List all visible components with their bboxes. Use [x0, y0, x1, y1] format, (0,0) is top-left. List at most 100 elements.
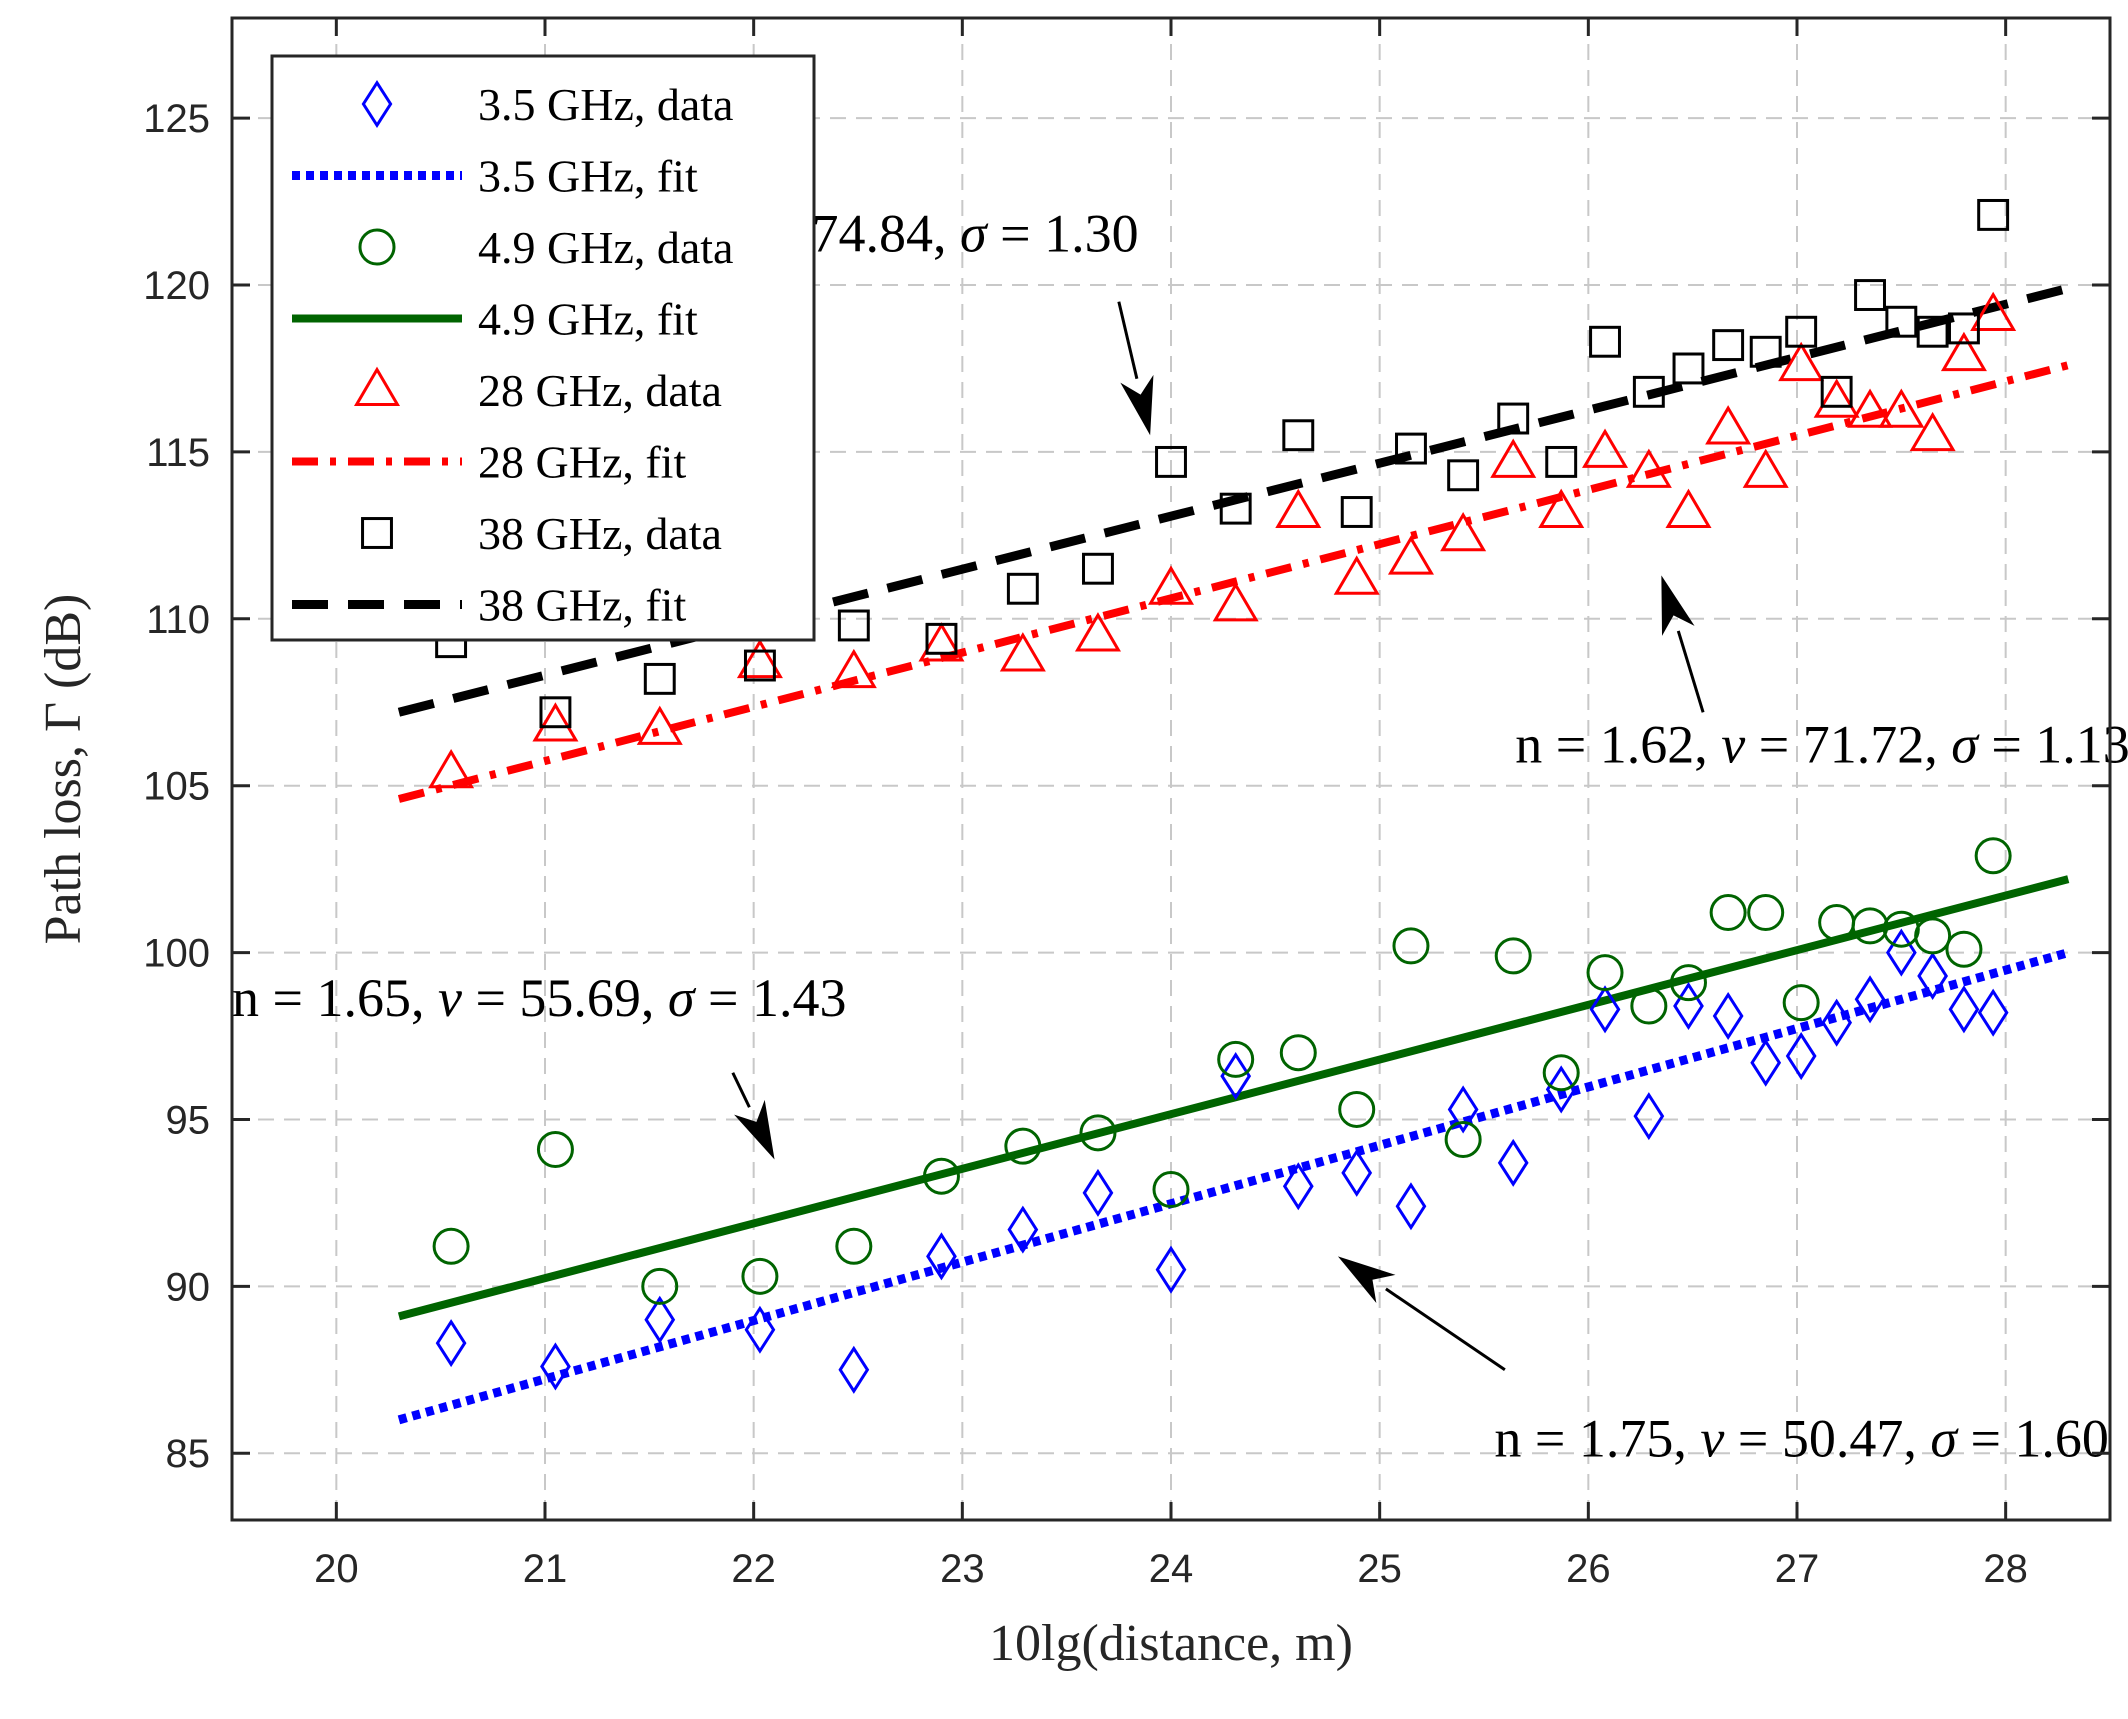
point-38-ghz-data: [539, 696, 572, 729]
point-28-ghz-data: [1440, 511, 1487, 552]
point-38-ghz-data: [1977, 198, 2010, 231]
data-markers: [428, 198, 2017, 1394]
annotation-sigma-symbol: σ: [1930, 1409, 1959, 1469]
point-4-9-ghz-data: [1914, 917, 1952, 955]
point-3-5-ghz-data: [1341, 1148, 1373, 1197]
annotation-text-prefix: n = 1.75,: [1494, 1409, 1700, 1469]
annotation-sigma-symbol: σ: [1951, 714, 1980, 774]
point-28-ghz-data: [428, 748, 475, 789]
annotation-text: n = 1.65, ν = 55.69, σ = 1.43: [232, 968, 847, 1028]
legend-label: 28 GHz, data: [478, 365, 722, 416]
y-tick-label: 95: [166, 1098, 211, 1142]
point-38-ghz-data: [1395, 432, 1427, 465]
point-28-ghz-data: [1275, 488, 1322, 528]
point-28-ghz-data: [532, 702, 579, 742]
point-28-ghz-data: [918, 622, 965, 662]
legend-label: 4.9 GHz, fit: [478, 294, 698, 345]
annotation-sigma-part: = 1.13: [1978, 714, 2128, 774]
point-3-5-ghz-data: [1673, 981, 1704, 1031]
point-4-9-ghz-data: [922, 1157, 960, 1195]
point-28-ghz-data: [1813, 378, 1860, 418]
legend-marker: [358, 228, 396, 266]
point-3-5-ghz-data: [1395, 1182, 1427, 1231]
point-38-ghz-data: [643, 662, 676, 695]
point-38-ghz-data: [1672, 352, 1705, 385]
point-38-ghz-data: [1155, 445, 1187, 478]
point-28-ghz-data: [1538, 488, 1585, 528]
point-38-ghz-data: [743, 649, 776, 682]
annotation-text: n = 1.75, ν = 50.47, σ = 1.60: [1494, 1409, 2109, 1469]
point-4-9-ghz-data: [1444, 1120, 1482, 1158]
point-28-ghz-data: [736, 638, 783, 679]
y-tick-label: 100: [143, 932, 210, 976]
point-3-5-ghz-data: [1885, 928, 1917, 977]
point-3-5-ghz-data: [435, 1319, 467, 1368]
x-tick-label: 27: [1775, 1547, 1820, 1591]
point-28-ghz-data: [636, 705, 683, 745]
y-axis-label: Path loss, Γ (dB): [35, 594, 92, 945]
point-38-ghz-data: [837, 609, 870, 642]
point-3-5-ghz-data: [1220, 1052, 1252, 1101]
x-axis-label: 10lg(distance, m): [989, 1615, 1353, 1672]
annotation-nu-symbol: ν: [1721, 714, 1745, 774]
point-3-5-ghz-data: [1750, 1038, 1782, 1087]
point-38-ghz-data: [1947, 312, 1980, 345]
point-4-9-ghz-data: [1542, 1054, 1580, 1092]
point-4-9-ghz-data: [1782, 984, 1820, 1022]
point-28-ghz-data: [999, 632, 1046, 672]
point-38-ghz-data: [1854, 279, 1886, 311]
point-4-9-ghz-data: [1747, 894, 1785, 932]
point-3-5-ghz-data: [838, 1345, 870, 1394]
point-28-ghz-data: [1212, 582, 1259, 622]
fit-line-4-9-ghz-fit: [397, 875, 2070, 1321]
point-28-ghz-data: [1940, 331, 1987, 372]
point-3-5-ghz-data: [1589, 985, 1621, 1034]
point-3-5-ghz-data: [1633, 1092, 1665, 1141]
point-38-ghz-data: [1632, 375, 1665, 408]
point-4-9-ghz-data: [1338, 1090, 1376, 1128]
point-4-9-ghz-data: [1586, 954, 1624, 992]
point-28-ghz-data: [1970, 291, 2017, 332]
point-4-9-ghz-data: [1945, 930, 1983, 968]
point-3-5-ghz-data: [1785, 1032, 1817, 1081]
annotation-arrow-head: [734, 1099, 775, 1160]
annotation-sigma-symbol: σ: [668, 968, 697, 1028]
point-4-9-ghz-data: [1974, 837, 2012, 875]
point-38-ghz-data: [1785, 315, 1818, 348]
point-3-5-ghz-data: [1497, 1138, 1529, 1187]
y-tick-label: 115: [146, 431, 210, 475]
annotation-arrow-shaft: [731, 1072, 751, 1108]
annotation-arrow-head: [1661, 575, 1695, 636]
x-tick-label: 24: [1149, 1547, 1194, 1591]
point-38-ghz-data: [1545, 445, 1578, 478]
legend: 3.5 GHz, data 3.5 GHz, fit 4.9 GHz, data 4.…: [270, 54, 816, 642]
x-tick-label: 21: [523, 1547, 568, 1591]
point-4-9-ghz-data: [1494, 937, 1532, 975]
point-28-ghz-data: [1705, 405, 1752, 445]
x-tick-label: 25: [1357, 1547, 1402, 1591]
annotation-nu-part: = 55.69,: [462, 968, 668, 1028]
point-3-5-ghz-data: [1545, 1065, 1577, 1114]
fit-line-28-ghz-fit: [397, 361, 2070, 803]
point-38-ghz-data: [1282, 419, 1315, 452]
point-4-9-ghz-data: [1079, 1114, 1117, 1152]
fit-line-3-5-ghz-fit: [397, 948, 2070, 1425]
point-4-9-ghz-data: [536, 1131, 574, 1169]
annotation-nu-symbol: ν: [438, 968, 462, 1028]
point-38-ghz-data: [925, 622, 958, 655]
annotation-arrow-shaft: [1385, 1287, 1506, 1372]
point-4-9-ghz-data: [1004, 1127, 1042, 1165]
point-28-ghz-data: [1878, 388, 1925, 428]
point-28-ghz-data: [1490, 438, 1537, 478]
point-3-5-ghz-data: [1282, 1162, 1314, 1211]
point-4-9-ghz-data: [1152, 1171, 1190, 1209]
legend-label: 38 GHz, fit: [478, 580, 686, 631]
point-38-ghz-data: [1447, 459, 1480, 492]
point-38-ghz-data: [1916, 315, 1949, 348]
annotation-text-prefix: n = 1.62,: [1515, 714, 1721, 774]
annotation-arrow-shaft: [1676, 630, 1705, 713]
annotation-nu-part: = 71.72,: [1745, 714, 1951, 774]
point-4-9-ghz-data: [1709, 894, 1747, 932]
legend-label: 3.5 GHz, fit: [478, 151, 698, 202]
